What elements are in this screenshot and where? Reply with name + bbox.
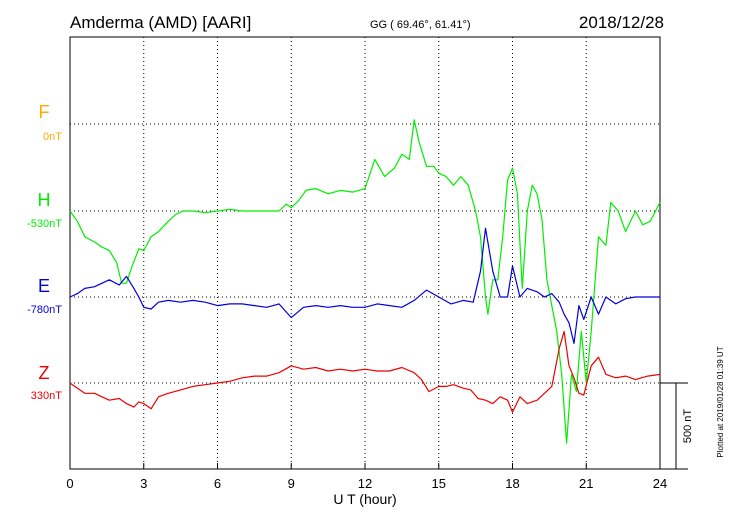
- x-tick-label: 0: [66, 476, 73, 491]
- x-tick-label: 6: [214, 476, 221, 491]
- x-tick-label: 9: [288, 476, 295, 491]
- series-line-h: [69, 119, 661, 444]
- series-line-e: [69, 227, 660, 344]
- x-axis-ticks: 0 3 6 9 12 15 18 21 24: [66, 463, 667, 491]
- series-labels: F 0nT H -530nT E -780nT Z 330nT: [27, 102, 62, 402]
- x-tick-label: 3: [140, 476, 147, 491]
- x-tick-label: 18: [505, 476, 519, 491]
- station-title: Amderma (AMD) [AARI]: [70, 13, 251, 32]
- series-baseline-h: -530nT: [27, 218, 62, 230]
- x-tick-label: 15: [432, 476, 446, 491]
- series-label-h: H: [38, 190, 51, 210]
- x-tick-label: 21: [579, 476, 593, 491]
- plotted-timestamp: Plotted at 2019/01/28 01:39 UT: [716, 346, 725, 457]
- scale-bar-label: 500 nT: [682, 409, 694, 444]
- scale-bar: 500 nT: [660, 382, 694, 470]
- series-baseline-f: 0nT: [43, 131, 62, 143]
- series-label-e: E: [38, 276, 50, 296]
- series-lines: [69, 119, 661, 444]
- date-label: 2018/12/28: [579, 13, 664, 32]
- series-line-z: [69, 330, 661, 413]
- x-tick-label: 24: [653, 476, 667, 491]
- x-axis-label: U T (hour): [333, 491, 396, 507]
- series-label-z: Z: [39, 363, 50, 383]
- series-baseline-z: 330nT: [31, 390, 62, 402]
- chart-gridlines: [70, 37, 660, 469]
- station-coordinates: GG ( 69.46°, 61.41°): [370, 19, 471, 31]
- series-baseline-e: -780nT: [27, 304, 62, 316]
- series-label-f: F: [39, 102, 50, 122]
- x-tick-label: 12: [358, 476, 372, 491]
